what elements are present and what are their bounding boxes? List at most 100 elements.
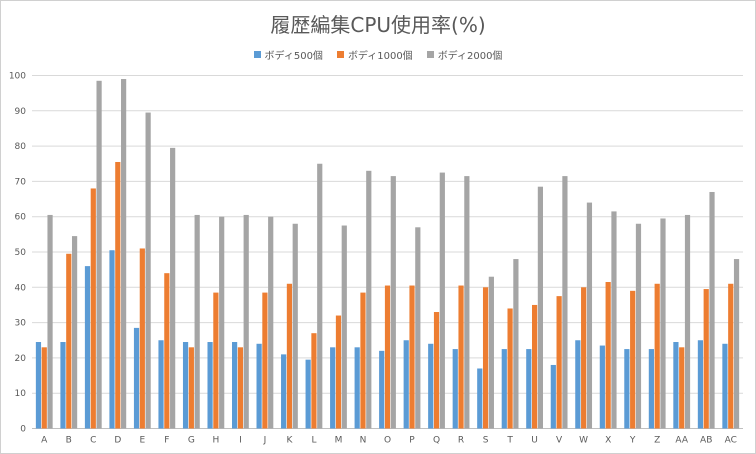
y-tick-label: 50 — [15, 248, 27, 258]
x-tick-label: F — [164, 436, 169, 446]
y-tick-label: 20 — [15, 354, 27, 364]
y-tick-label: 10 — [15, 389, 27, 399]
bar-series-1-S — [477, 368, 483, 429]
bar-series-1-R — [452, 349, 458, 429]
bar-series-3-J — [268, 216, 274, 429]
bar-series-2-S — [482, 287, 489, 429]
bar-series-3-AC — [733, 259, 740, 429]
bar-series-2-V — [556, 296, 562, 429]
bar-series-2-T — [507, 308, 513, 429]
bar-series-2-I — [237, 347, 243, 429]
bar-series-3-D — [121, 79, 127, 429]
bar-series-3-R — [464, 176, 470, 429]
x-tick-label: P — [409, 436, 415, 446]
chart-title: 履歴編集CPU使用率(%) — [270, 13, 486, 37]
bar-series-3-X — [611, 211, 617, 429]
bar-series-2-Q — [433, 312, 440, 429]
bar-series-2-M — [335, 315, 342, 429]
legend-item-series-2: ボディ1000個 — [336, 47, 413, 62]
x-tick-label: K — [286, 436, 293, 446]
y-tick-label: 70 — [15, 177, 27, 187]
bar-series-3-N — [366, 170, 372, 429]
bar-series-2-W — [581, 287, 587, 429]
x-tick-label: A — [41, 436, 48, 446]
bar-series-1-G — [182, 342, 189, 429]
bar-series-3-B — [71, 236, 78, 429]
legend-label-series-2: ボディ1000個 — [347, 51, 413, 62]
x-tick-label: L — [311, 436, 316, 446]
bar-series-1-K — [281, 354, 287, 429]
x-tick-label: U — [531, 436, 538, 446]
x-tick-label: AC — [725, 436, 737, 446]
bar-series-2-F — [164, 273, 170, 429]
x-tick-label: O — [384, 436, 391, 446]
bar-series-2-AA — [679, 347, 685, 429]
x-tick-label: J — [263, 436, 267, 446]
bar-series-2-E — [139, 248, 145, 429]
legend-swatch-series-2 — [336, 51, 344, 58]
bar-series-1-M — [330, 347, 336, 429]
bar-series-1-J — [256, 343, 262, 429]
legend-item-series-1: ボディ500個 — [253, 47, 323, 62]
bar-series-3-Y — [635, 223, 642, 429]
bar-series-3-A — [47, 214, 53, 429]
bar-series-2-C — [90, 188, 96, 429]
bar-series-1-H — [207, 342, 213, 429]
bar-series-1-V — [550, 364, 556, 429]
bar-series-2-H — [213, 292, 219, 429]
x-tick-label: M — [335, 436, 343, 446]
bar-series-2-P — [409, 285, 415, 429]
y-tick-label: 30 — [15, 319, 27, 329]
legend-label-series-1: ボディ500個 — [264, 51, 323, 62]
bar-series-3-AA — [684, 214, 691, 429]
x-tick-label: Z — [654, 436, 660, 446]
bar-series-3-U — [537, 186, 543, 429]
bar-series-2-X — [605, 282, 611, 429]
y-tick-label: 80 — [15, 142, 27, 152]
bar-series-2-A — [41, 347, 47, 429]
y-tick-label: 90 — [15, 107, 27, 117]
bar-series-3-Q — [439, 172, 445, 429]
bar-series-3-P — [415, 227, 421, 429]
y-tick-label: 0 — [20, 425, 26, 435]
x-tick-label: R — [458, 436, 464, 446]
bar-series-1-AC — [722, 343, 728, 429]
legend-item-series-3: ボディ2000個 — [426, 47, 503, 62]
x-tick-label: B — [66, 436, 72, 446]
bar-series-2-L — [311, 333, 317, 429]
bar-series-1-D — [109, 250, 115, 429]
bar-series-1-Q — [428, 343, 434, 429]
bar-series-3-S — [488, 276, 494, 429]
legend: ボディ500個 ボディ1000個 ボディ2000個 — [1, 47, 755, 62]
bar-series-3-T — [513, 259, 519, 429]
bar-series-1-I — [232, 342, 238, 429]
bar-series-3-M — [341, 225, 347, 429]
bar-series-2-B — [66, 253, 72, 429]
bar-series-3-L — [317, 163, 323, 429]
x-tick-label: D — [114, 436, 121, 446]
bar-series-2-Y — [630, 290, 636, 429]
bar-series-1-AA — [673, 342, 679, 429]
x-tick-label: C — [90, 436, 96, 446]
bar-series-1-T — [501, 349, 507, 429]
x-tick-label: G — [188, 436, 195, 446]
bar-series-3-K — [292, 223, 298, 429]
x-tick-label: N — [360, 436, 367, 446]
bar-series-1-Y — [624, 349, 630, 429]
bar-series-1-L — [305, 359, 311, 429]
x-tick-label: T — [506, 436, 513, 446]
bar-series-3-AB — [709, 191, 715, 429]
x-tick-label: E — [139, 436, 145, 446]
bar-series-1-U — [526, 349, 532, 429]
legend-swatch-series-1 — [253, 51, 261, 58]
bar-series-1-AB — [697, 340, 704, 429]
bar-series-1-P — [403, 340, 409, 429]
legend-label-series-3: ボディ2000個 — [437, 51, 503, 62]
bar-series-2-N — [360, 292, 366, 429]
bar-series-1-A — [35, 342, 42, 429]
y-tick-label: 60 — [15, 213, 27, 223]
x-tick-label: W — [579, 436, 588, 446]
bar-series-3-I — [243, 214, 249, 429]
x-tick-label: S — [483, 436, 489, 446]
